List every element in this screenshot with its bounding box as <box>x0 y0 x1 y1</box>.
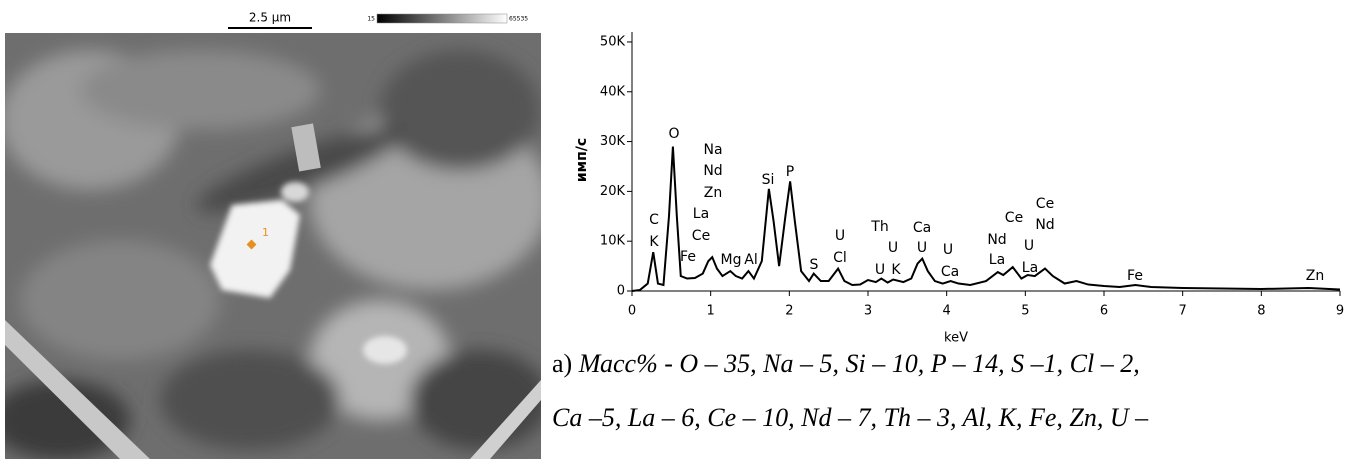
point-marker <box>246 239 257 250</box>
colorbar <box>376 13 508 24</box>
x-tick-label: 4 <box>943 304 951 319</box>
peak-label: Ca <box>913 220 931 236</box>
peak-label: Na <box>703 142 722 158</box>
peak-label: U <box>1024 238 1034 254</box>
y-tick-label: 40K <box>600 84 626 99</box>
sem-image: 2.5 µm 15 65535 1 <box>5 10 541 459</box>
peak-label: Fe <box>680 249 696 265</box>
peak-label: U <box>943 242 953 258</box>
peak-label: Nd <box>1035 217 1054 233</box>
y-tick-label: 50K <box>600 34 626 49</box>
x-tick-label: 6 <box>1100 304 1108 319</box>
peak-label: U <box>835 228 845 244</box>
peak-label: Mg <box>721 252 742 268</box>
x-tick-label: 9 <box>1336 304 1344 319</box>
x-tick-label: 0 <box>628 304 636 319</box>
peak-label: La <box>1022 260 1038 276</box>
peak-label: La <box>989 252 1005 268</box>
peak-label: O <box>668 126 679 142</box>
x-tick-label: 7 <box>1179 304 1187 319</box>
caption-text: Масс% - O – 35, Na – 5, Si – 10, P – 14,… <box>578 349 1140 378</box>
peak-label: Ce <box>1005 210 1023 226</box>
peak-label: U <box>888 240 898 256</box>
peak-label: Zn <box>1306 268 1324 284</box>
peak-label: Nd <box>987 232 1006 248</box>
peak-label: C <box>649 212 659 228</box>
peak-label: Fe <box>1127 268 1143 284</box>
peak-label: S <box>810 257 819 273</box>
x-tick-label: 5 <box>1021 304 1029 319</box>
scale-bar-label: 2.5 µm <box>249 11 291 25</box>
peak-label: K <box>649 234 659 250</box>
peak-label: P <box>786 164 794 180</box>
x-tick-label: 8 <box>1257 304 1265 319</box>
peak-label: Al <box>744 252 757 268</box>
peak-label: Cl <box>833 250 847 266</box>
peak-label: U <box>875 262 885 278</box>
y-tick-label: 20K <box>600 184 626 199</box>
peak-label: K <box>891 262 901 278</box>
x-tick-label: 3 <box>864 304 872 319</box>
peak-label: Si <box>762 172 775 188</box>
peak-label: U <box>917 240 927 256</box>
peak-label: Zn <box>704 185 722 201</box>
x-tick-label: 2 <box>785 304 793 319</box>
x-axis-label: keV <box>944 331 968 346</box>
y-tick-label: 10K <box>600 234 626 249</box>
peak-label: La <box>693 206 709 222</box>
caption-line: а) Масс% - O – 35, Na – 5, Si – 10, P – … <box>552 349 1140 378</box>
x-tick-label: 1 <box>707 304 715 319</box>
colorbar-min: 15 <box>367 16 375 23</box>
spectrum-line <box>631 146 1341 292</box>
peak-label: Nd <box>703 163 722 179</box>
caption-label: а) <box>552 349 579 378</box>
y-tick-label: 0 <box>617 284 625 299</box>
peak-label: Ce <box>1036 196 1054 212</box>
caption-line: Ca –5, La – 6, Ce – 10, Nd – 7, Th – 3, … <box>552 403 1149 432</box>
y-axis-label: имп/с <box>574 138 590 182</box>
peak-label: Th <box>870 219 888 235</box>
peak-label: Ce <box>692 228 710 244</box>
peak-label: Ca <box>941 264 959 280</box>
colorbar-max: 65535 <box>509 16 528 23</box>
point-label: 1 <box>262 226 269 239</box>
y-tick-label: 30K <box>600 134 626 149</box>
